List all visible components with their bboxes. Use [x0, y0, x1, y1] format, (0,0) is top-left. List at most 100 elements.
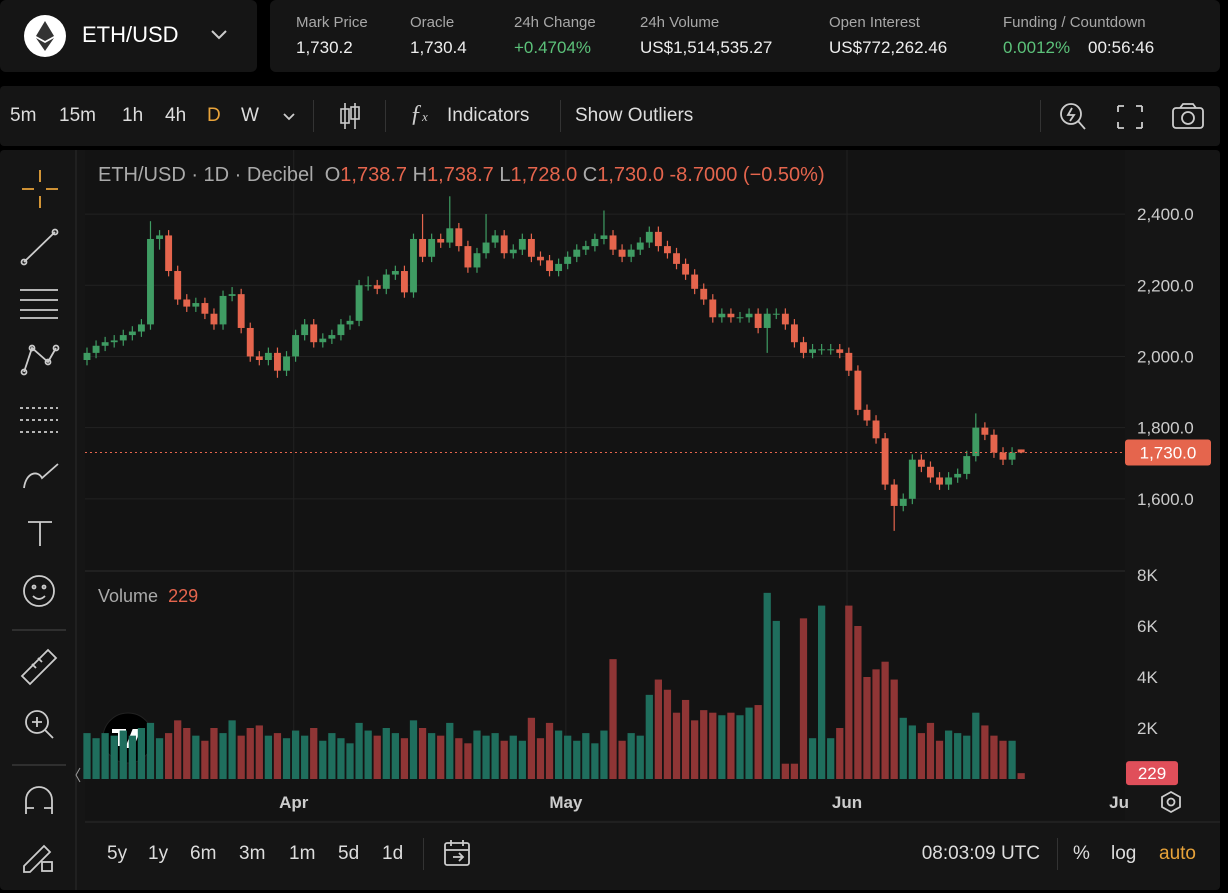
stat-label: Funding / Countdown — [1003, 14, 1146, 31]
interval[interactable]: 15m — [59, 105, 96, 126]
candle-body — [981, 427, 989, 435]
candle-body — [137, 324, 145, 332]
volume-bar — [618, 740, 626, 779]
legend-key: O — [324, 164, 341, 186]
candle-body — [373, 285, 381, 289]
volume-bar — [700, 710, 708, 779]
settings-icon[interactable] — [1161, 790, 1181, 814]
volume-bar — [881, 661, 889, 779]
candle-body — [491, 235, 499, 243]
volume-badge — [1126, 761, 1178, 786]
volume-bar — [827, 738, 835, 779]
legend-key: C — [582, 164, 598, 186]
candle-body — [255, 356, 263, 360]
candle-body — [128, 331, 136, 336]
candle-body — [555, 263, 563, 272]
range[interactable]: 1y — [148, 843, 169, 864]
chevron[interactable] — [210, 29, 228, 41]
percent-toggle[interactable]: % — [1073, 843, 1090, 864]
date-range-icon[interactable] — [443, 838, 473, 868]
candle-body — [174, 271, 182, 300]
candle-type-icon[interactable] — [338, 101, 362, 131]
range[interactable]: 1m — [289, 843, 316, 864]
legend-value: 1,738.7 — [427, 164, 494, 186]
interval[interactable]: D — [207, 105, 221, 126]
volume-bar — [155, 738, 164, 779]
range[interactable]: 6m — [190, 843, 217, 864]
volume-bar — [790, 763, 799, 779]
candle-body — [709, 299, 717, 318]
volume-bar — [872, 669, 880, 779]
legend-key: H — [412, 164, 428, 186]
separator — [423, 838, 424, 870]
range[interactable]: 5y — [107, 843, 128, 864]
volume-bar — [183, 728, 191, 779]
countdown: 00:56:46 — [1088, 38, 1155, 57]
interval[interactable]: 5m — [10, 105, 37, 126]
candle-body — [83, 352, 91, 360]
candle-body — [627, 249, 635, 257]
volume-bar — [845, 605, 853, 779]
candle-body — [963, 456, 971, 474]
toolbar-icons[interactable] — [1058, 100, 1208, 132]
sidebar-tools[interactable] — [12, 170, 66, 873]
volume-bar — [573, 740, 581, 779]
candle-body — [192, 303, 200, 307]
candle-body — [827, 349, 835, 351]
candle-body — [228, 294, 236, 296]
volume-bar — [999, 740, 1007, 779]
candle-body — [718, 313, 726, 318]
volume-bar — [228, 720, 236, 779]
volume-bar — [899, 717, 907, 779]
volume-bar — [237, 735, 245, 779]
candle-body — [618, 249, 626, 257]
candle-body — [165, 235, 173, 272]
volume-bar — [781, 763, 789, 779]
interval[interactable]: 1h — [122, 105, 144, 126]
clock: 08:03:09 UTC — [921, 843, 1040, 864]
candle-body — [301, 324, 309, 336]
auto-toggle[interactable]: auto — [1159, 843, 1196, 864]
interval[interactable]: 4h — [165, 105, 187, 126]
candle-body — [355, 285, 363, 321]
candle-body — [400, 271, 408, 293]
range[interactable]: 1d — [382, 843, 404, 864]
collapse-arrow[interactable] — [75, 767, 81, 783]
candle-body — [201, 303, 209, 314]
volume-bar — [600, 730, 608, 779]
separator — [313, 100, 314, 132]
candle-body — [836, 349, 844, 353]
candle-body — [382, 274, 390, 289]
candle-body — [691, 274, 699, 289]
interval-chevron[interactable] — [282, 112, 296, 122]
eth-icon — [24, 15, 66, 57]
logo — [102, 712, 154, 764]
volume-bar — [382, 728, 390, 779]
candle-body — [890, 484, 898, 506]
range[interactable]: 3m — [239, 843, 266, 864]
volume-bar — [509, 735, 517, 779]
volume-bar — [400, 738, 409, 779]
log-toggle[interactable]: log — [1111, 843, 1137, 864]
symbol[interactable]: ETH/USD — [82, 22, 179, 47]
legend-key: L — [499, 164, 511, 186]
candle-body — [101, 342, 109, 346]
volume-bar — [990, 735, 998, 779]
x-tick-label: Ju — [1109, 793, 1129, 812]
last-price-badge — [1125, 439, 1211, 466]
indicators[interactable]: Indicators — [447, 105, 530, 126]
interval[interactable]: W — [241, 105, 259, 126]
volume-tick-label: 4K — [1137, 668, 1158, 687]
volume-bar — [346, 743, 354, 779]
volume-bar — [409, 720, 418, 779]
fx-icon[interactable]: ƒx — [410, 101, 428, 127]
volume-bar — [500, 740, 508, 779]
candle-body — [147, 238, 154, 325]
show-outliers[interactable]: Show Outliers — [575, 105, 694, 126]
volume-bar — [128, 735, 136, 779]
separator — [1040, 100, 1041, 132]
range[interactable]: 5d — [338, 843, 360, 864]
volume-bar — [246, 728, 254, 779]
volume-bar — [799, 618, 808, 779]
